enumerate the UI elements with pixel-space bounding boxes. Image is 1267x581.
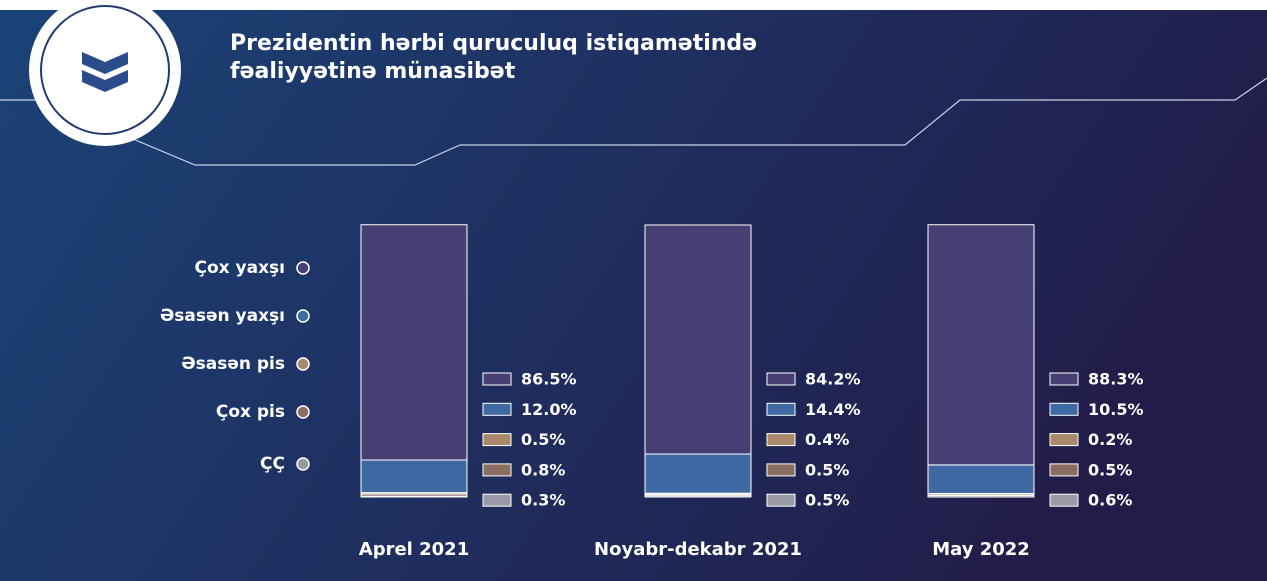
label-swatch [1049,402,1079,416]
bar-segment [360,224,468,461]
value-label: 0.3% [521,491,565,510]
label-swatch [482,493,512,507]
value-label: 0.5% [521,430,565,449]
label-swatch [482,433,512,447]
value-label: 0.8% [521,460,565,479]
value-label: 88.3% [1088,370,1144,389]
value-label: 0.2% [1088,430,1132,449]
value-label: 86.5% [521,370,577,389]
legend-label: ÇÇ [260,454,285,474]
icon-chevron [82,52,128,74]
value-label: 14.4% [805,400,861,419]
bar-segment [644,224,752,455]
legend-dot [296,457,310,471]
bar-segment [927,464,1035,494]
bar-segment [927,224,1035,466]
label-swatch [1049,493,1079,507]
value-label: 0.4% [805,430,849,449]
bar-segment [644,453,752,494]
value-label: 0.5% [805,491,849,510]
label-swatch [1049,433,1079,447]
value-label: 0.5% [805,460,849,479]
label-swatch [766,372,796,386]
label-swatch [766,402,796,416]
chart-title: Prezidentin hərbi quruculuq istiqamətind… [230,31,758,84]
bar-segment [360,459,468,494]
legend-dot [296,261,310,275]
legend-label: Çox pis [216,402,285,422]
legend-label: Əsasən yaxşı [160,306,285,326]
value-label: 0.5% [1088,460,1132,479]
value-label: 10.5% [1088,400,1144,419]
x-tick-label: May 2022 [932,539,1030,560]
label-swatch [482,372,512,386]
label-swatch [766,433,796,447]
value-label: 84.2% [805,370,861,389]
x-tick-label: Aprel 2021 [359,539,469,560]
value-label: 12.0% [521,400,577,419]
value-label: 0.6% [1088,491,1132,510]
label-swatch [1049,372,1079,386]
label-swatch [482,402,512,416]
legend-label: Çox yaxşı [194,258,285,278]
label-swatch [766,463,796,477]
label-swatch [766,493,796,507]
label-swatch [482,463,512,477]
x-tick-label: Noyabr-dekabr 2021 [594,539,802,560]
icon-chevron [82,70,128,92]
label-swatch [1049,463,1079,477]
legend-dot [296,357,310,371]
legend-label: Əsasən pis [181,354,285,374]
legend-dot [296,405,310,419]
panel [0,10,1267,581]
legend-dot [296,309,310,323]
